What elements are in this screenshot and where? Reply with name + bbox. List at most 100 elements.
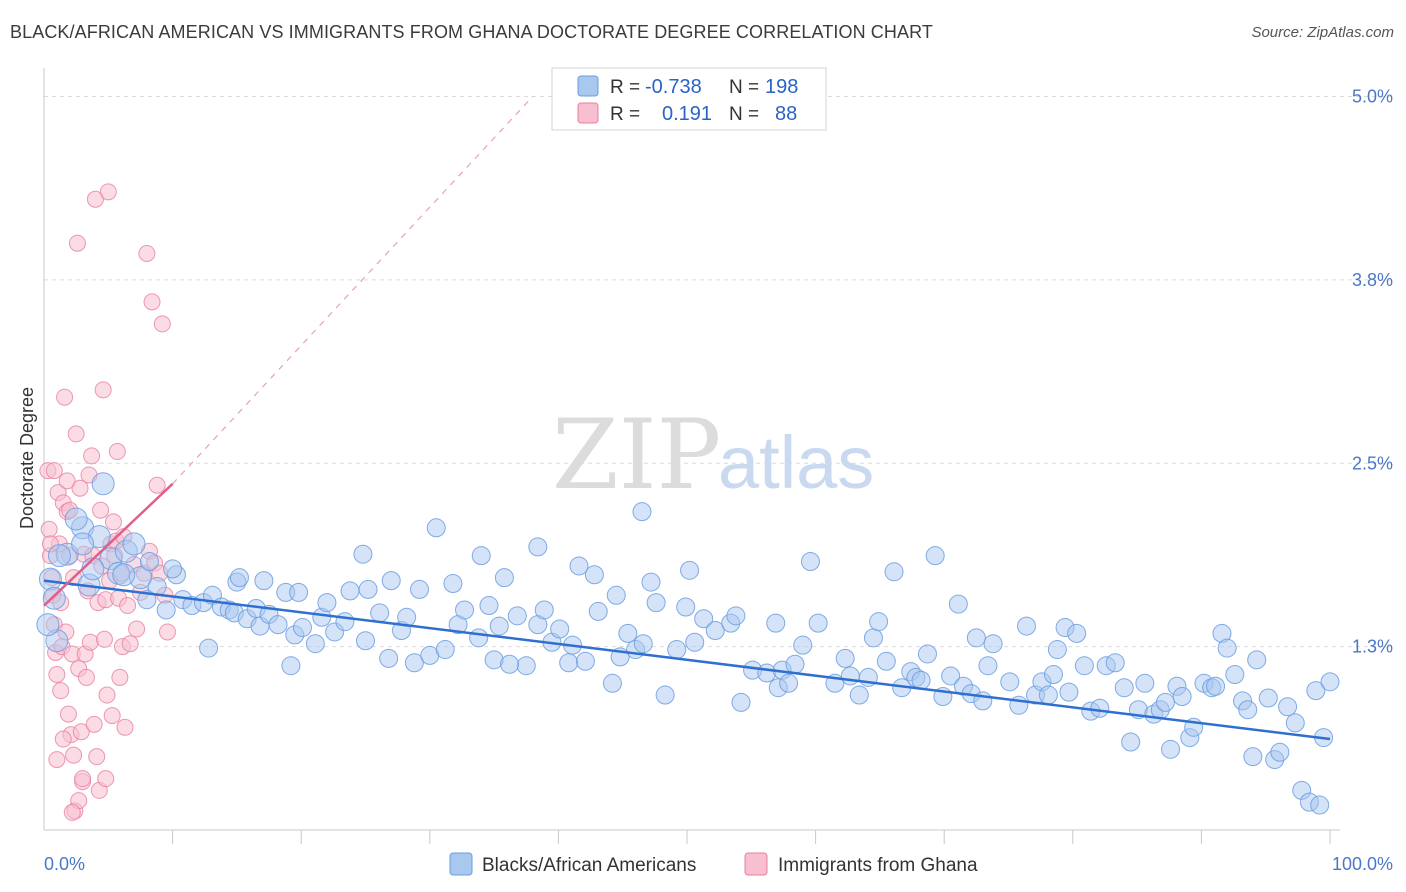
legend-swatch-pink: [577, 102, 599, 124]
point-black-african-american: [71, 532, 95, 556]
x-tick-label-max: 100.0%: [1332, 854, 1393, 874]
point-black-african-american: [1090, 698, 1110, 718]
y-axis-title: Doctorate Degree: [17, 387, 37, 529]
point-black-african-american: [793, 635, 813, 655]
legend-bottom-swatch-pink: [744, 852, 768, 876]
point-black-african-american: [641, 572, 661, 592]
point-black-african-american: [1278, 697, 1298, 717]
point-ghana: [83, 447, 101, 465]
point-black-african-american: [410, 579, 430, 599]
axes: [43, 68, 1340, 831]
y-tick-label: 3.8%: [1352, 270, 1393, 290]
point-black-african-american: [1206, 676, 1226, 696]
point-black-african-american: [36, 613, 60, 637]
point-ghana: [99, 183, 117, 201]
point-ghana: [65, 746, 83, 764]
point-black-african-american: [766, 613, 786, 633]
point-black-african-american: [340, 581, 360, 601]
point-black-african-american: [569, 556, 589, 576]
point-ghana: [58, 472, 76, 490]
point-black-african-american: [618, 623, 638, 643]
point-black-african-american: [254, 571, 274, 591]
point-black-african-american: [292, 618, 312, 638]
legend-n-value-pink: 88: [775, 103, 797, 125]
point-black-african-american: [584, 565, 604, 585]
legend-swatch-blue: [577, 75, 599, 97]
point-black-african-american: [726, 606, 746, 626]
point-black-african-american: [978, 656, 998, 676]
point-ghana: [153, 315, 171, 333]
point-black-african-american: [1306, 681, 1326, 701]
point-black-african-american: [606, 585, 626, 605]
point-black-african-american: [757, 663, 777, 683]
trendline-pink-extension: [172, 96, 534, 485]
point-ghana: [97, 770, 115, 788]
point-black-african-american: [42, 586, 66, 610]
point-black-african-american: [426, 518, 446, 538]
point-black-african-american: [317, 593, 337, 613]
point-ghana: [128, 620, 146, 638]
point-ghana: [59, 705, 77, 723]
trendline-blue: [43, 579, 1331, 741]
point-black-african-american: [1074, 656, 1094, 676]
source-label: Source: ZipAtlas.com: [1251, 24, 1394, 41]
point-black-african-american: [1038, 685, 1058, 705]
point-black-african-american: [602, 673, 622, 693]
point-black-african-american: [840, 666, 860, 686]
legend-r-value-pink: 0.191: [662, 103, 712, 125]
point-black-african-american: [494, 568, 514, 588]
point-black-african-american: [948, 594, 968, 614]
point-black-african-american: [1114, 678, 1134, 698]
point-ghana: [121, 635, 139, 653]
point-ghana: [95, 630, 113, 648]
point-ghana: [103, 707, 121, 725]
point-ghana: [98, 686, 116, 704]
point-black-african-american: [268, 615, 288, 635]
point-ghana: [108, 443, 126, 461]
series-immigrants-from-ghana: [39, 183, 176, 821]
point-black-african-american: [289, 582, 309, 602]
point-black-african-american: [646, 593, 666, 613]
point-ghana: [148, 476, 166, 494]
y-tick-label: 1.3%: [1352, 637, 1393, 657]
point-ghana: [48, 665, 66, 683]
point-black-african-american: [785, 654, 805, 674]
point-black-african-american: [1238, 700, 1258, 720]
point-ghana: [86, 190, 104, 208]
trendline-pink: [43, 482, 174, 607]
point-ghana: [92, 501, 110, 519]
point-ghana: [56, 388, 74, 406]
point-ghana: [72, 723, 90, 741]
point-black-african-american: [528, 537, 548, 557]
legend-n-label-blue: N =: [729, 77, 759, 98]
point-black-african-american: [1320, 672, 1340, 692]
point-black-african-american: [507, 606, 527, 626]
point-black-african-american: [680, 560, 700, 580]
point-black-african-american: [1217, 638, 1237, 658]
point-black-african-american: [489, 616, 509, 636]
point-black-african-american: [575, 651, 595, 671]
point-black-african-american: [112, 563, 136, 587]
point-black-african-american: [199, 638, 219, 658]
point-black-african-american: [353, 544, 373, 564]
legend-bottom-label-blue: Blacks/African Americans: [482, 855, 696, 876]
point-black-african-american: [667, 640, 687, 660]
point-black-african-american: [559, 653, 579, 673]
point-black-african-american: [469, 628, 489, 648]
point-black-african-american: [356, 631, 375, 651]
point-black-african-american: [966, 628, 986, 648]
series-blacks-african-americans: [36, 472, 1340, 815]
point-black-african-american: [404, 653, 424, 673]
point-black-african-american: [1044, 664, 1064, 684]
point-black-african-american: [379, 648, 399, 668]
point-black-african-american: [941, 666, 961, 686]
point-black-african-american: [1135, 673, 1155, 693]
point-black-african-american: [694, 609, 714, 629]
point-ghana: [88, 748, 106, 766]
point-black-african-american: [335, 612, 355, 632]
legend-r-label-pink: R =: [610, 104, 640, 125]
y-tick-label: 5.0%: [1352, 87, 1393, 107]
point-ghana: [67, 425, 85, 443]
point-ghana: [138, 244, 156, 262]
